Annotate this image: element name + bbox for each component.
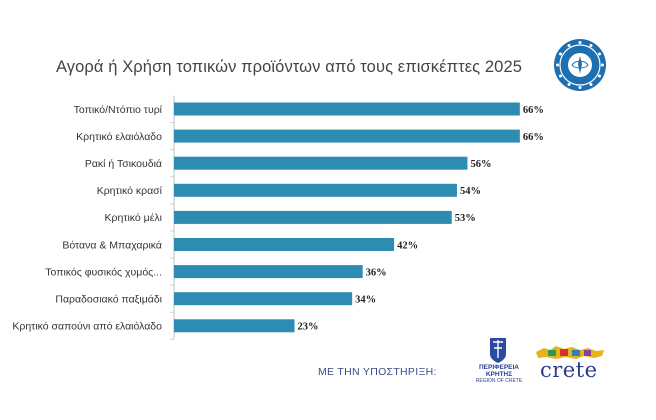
bar-7	[174, 292, 353, 306]
category-label: Παραδοσιακό παξιμάδι	[55, 294, 162, 306]
region-crete-emblem-icon	[490, 338, 506, 363]
bar-6	[174, 265, 363, 279]
crete-logo-text: crete	[540, 358, 598, 382]
category-label: Κρητικό κρασί	[97, 185, 163, 197]
bar-1	[174, 129, 520, 143]
emblem-icon	[554, 39, 606, 91]
bar-5	[174, 238, 395, 251]
category-label: Κρητικό ελαιόλαδο	[76, 131, 162, 143]
bar-8	[174, 319, 295, 333]
category-label: Κρητικό σαπούνι από ελαιόλαδο	[12, 321, 162, 333]
value-label: 34%	[355, 295, 376, 306]
region-crete-logo-text: ΠΕΡΙΦΕΡΕΙΑ ΚΡΗΤΗΣ REGION OF CRETE	[468, 364, 530, 385]
bar-0	[174, 102, 520, 116]
value-label: 36%	[366, 267, 387, 278]
region-crete-title: ΠΕΡΙΦΕΡΕΙΑ ΚΡΗΤΗΣ	[478, 364, 519, 378]
crete-map-icon	[536, 346, 604, 359]
value-label: 54%	[460, 186, 481, 197]
value-label: 66%	[523, 132, 544, 143]
category-label: Κρητικό μέλι	[105, 212, 163, 224]
support-text: ΜΕ ΤΗΝ ΥΠΟΣΤΗΡΙΞΗ:	[318, 366, 437, 378]
bar-2	[174, 156, 468, 170]
value-label: 66%	[523, 105, 544, 116]
category-label: Ρακί ή Τσικουδιά	[85, 158, 162, 170]
value-label: 56%	[470, 159, 491, 170]
chart-title: Αγορά ή Χρήση τοπικών προϊόντων από τους…	[56, 58, 522, 76]
value-label: 53%	[455, 213, 476, 224]
category-label: Τοπικός φυσικός χυμός...	[45, 266, 162, 278]
value-label: 42%	[397, 240, 418, 251]
bar-4	[174, 210, 452, 224]
region-crete-subtitle: REGION OF CRETE	[475, 378, 523, 384]
value-label: 23%	[298, 322, 319, 333]
bar-3	[174, 183, 457, 197]
category-label: Βότανα & Μπαχαρικά	[62, 239, 162, 251]
category-label: Τοπικό/Ντόπιο τυρί	[74, 104, 163, 116]
